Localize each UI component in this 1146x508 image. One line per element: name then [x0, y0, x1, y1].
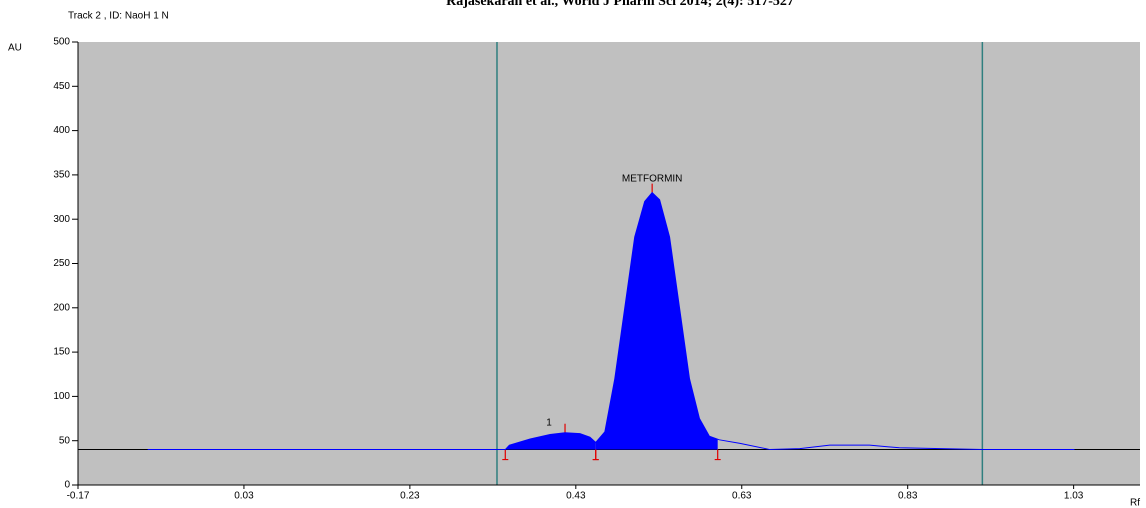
y-tick-label: 300 [53, 214, 70, 225]
peak-label: 1 [546, 417, 552, 428]
x-axis-label: Rf [1130, 498, 1140, 508]
x-tick-label: 0.63 [732, 491, 752, 502]
integration-mark [714, 449, 721, 461]
peak-label: METFORMIN [622, 173, 683, 184]
y-axis-label: AU [8, 43, 22, 54]
trace [147, 191, 1075, 451]
x-tick-label: 0.23 [400, 491, 420, 502]
y-tick-label: 250 [53, 258, 70, 269]
y-tick-label: 450 [53, 81, 70, 92]
y-tick-label: 400 [53, 125, 70, 136]
y-tick-label: 150 [53, 347, 70, 358]
x-tick-label: -0.17 [67, 491, 90, 502]
integration-mark [592, 449, 599, 461]
y-tick-label: 500 [53, 37, 70, 48]
y-tick-label: 0 [64, 480, 70, 491]
peak-area [595, 192, 718, 450]
y-tick-label: 350 [53, 170, 70, 181]
peak-area [505, 432, 596, 450]
y-tick-label: 100 [53, 391, 70, 402]
chart-title: Rajasekaran et al., World J Pharm Sci 20… [446, 0, 794, 9]
x-tick-label: 1.03 [1064, 491, 1084, 502]
integration-mark [502, 449, 509, 461]
x-tick-label: 0.43 [566, 491, 586, 502]
y-tick-label: 50 [59, 435, 71, 446]
x-tick-label: 0.83 [898, 491, 918, 502]
track-label: Track 2 , ID: NaoH 1 N [68, 11, 169, 22]
y-tick-label: 200 [53, 302, 70, 313]
x-tick-label: 0.03 [234, 491, 254, 502]
